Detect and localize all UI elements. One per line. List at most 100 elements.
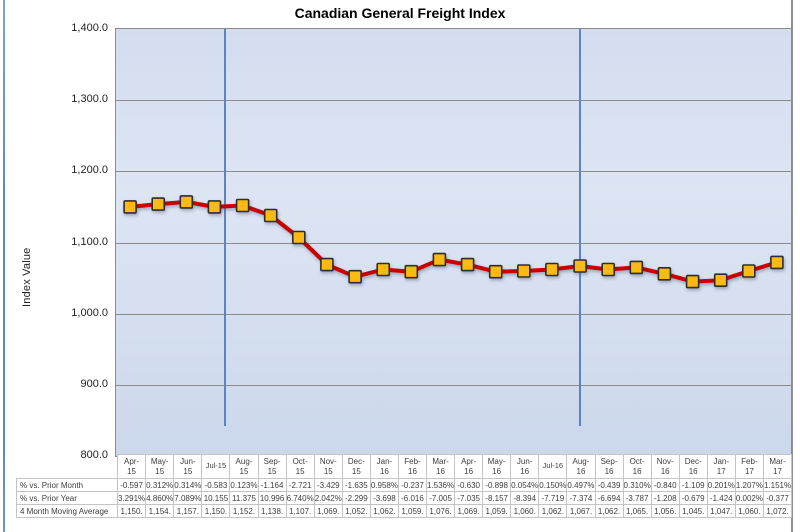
table-cell: -1.424 xyxy=(706,491,736,505)
data-point-marker xyxy=(432,252,447,267)
table-cell: -0.630 xyxy=(454,478,484,492)
table-cell: -3.698 xyxy=(369,491,399,505)
month-column-header: May- 16 xyxy=(482,454,512,479)
data-point-marker xyxy=(404,264,419,279)
table-corner-cell xyxy=(17,455,118,479)
data-point-marker xyxy=(292,230,306,245)
table-cell: 1,059. xyxy=(397,504,427,518)
table-cell: 0.201% xyxy=(706,478,736,492)
month-column-header: Jun- 15 xyxy=(173,454,203,479)
table-cell: 2.042% xyxy=(313,491,343,505)
month-column-header: Jan- 16 xyxy=(369,454,399,479)
month-column-header: Aug- 15 xyxy=(229,454,259,479)
table-cell: -8.394 xyxy=(510,491,540,505)
table-cell: 1,150. xyxy=(116,504,147,518)
chart-right-border xyxy=(791,0,793,532)
y-axis-tick-label: 800.0 xyxy=(80,449,108,461)
data-point-marker xyxy=(516,264,531,278)
table-cell: 10.996 xyxy=(257,491,287,505)
table-cell: 1,152. xyxy=(229,504,259,518)
chart-left-border xyxy=(3,0,5,532)
data-point-marker xyxy=(770,255,784,270)
table-cell: 1,150. xyxy=(201,504,231,518)
table-cell: 3.291% xyxy=(116,491,147,505)
table-cell: 1,059. xyxy=(482,504,512,518)
table-row-label: % vs. Prior Month xyxy=(16,478,118,492)
data-point-marker xyxy=(235,198,250,213)
table-cell: -3.787 xyxy=(622,491,652,505)
y-gridline xyxy=(116,171,791,173)
table-cell: 1,154. xyxy=(145,504,175,518)
data-point-marker xyxy=(629,260,644,275)
table-cell: -2.299 xyxy=(341,491,371,505)
y-axis-tick-label: 1,400.0 xyxy=(71,22,108,34)
data-point-marker xyxy=(545,262,559,277)
table-cell: -0.898 xyxy=(482,478,512,492)
table-cell: -0.377 xyxy=(762,491,793,505)
month-column-header: Apr- 15 xyxy=(116,454,147,479)
table-cell: -6.016 xyxy=(397,491,427,505)
data-point-marker xyxy=(601,262,616,277)
data-point-marker xyxy=(376,262,391,277)
table-cell: 1,062. xyxy=(538,504,568,518)
data-point-marker xyxy=(207,200,222,214)
table-cell: -6.694 xyxy=(594,491,624,505)
y-gridline xyxy=(116,313,791,315)
table-cell: 4.860% xyxy=(145,491,175,505)
table-cell: 1,047. xyxy=(706,504,736,518)
y-axis-tick-label: 1,300.0 xyxy=(71,93,108,106)
table-cell: 0.054% xyxy=(510,478,540,492)
table-cell: 1,060. xyxy=(510,504,540,518)
table-cell: 1,045. xyxy=(678,504,708,518)
table-cell: 0.314% xyxy=(173,478,203,492)
table-row-label: % vs. Prior Year xyxy=(16,491,118,505)
y-axis-tick-label: 900.0 xyxy=(80,377,108,390)
month-column-header: Feb- 16 xyxy=(397,454,427,479)
table-cell: 0.150% xyxy=(538,478,568,492)
data-point-marker xyxy=(151,197,166,211)
data-point-marker xyxy=(657,267,672,281)
table-cell: -0.439 xyxy=(594,478,624,492)
y-axis-tick-label: 1,200.0 xyxy=(71,164,108,177)
table-cell: 1,060. xyxy=(734,504,764,518)
table-cell: 1,062. xyxy=(369,504,399,518)
table-cell: 1,069. xyxy=(454,504,484,518)
y-gridline xyxy=(116,242,791,244)
table-cell: 1.207% xyxy=(734,478,764,492)
table-cell: 0.123% xyxy=(229,478,259,492)
table-cell: 1,052. xyxy=(341,504,371,518)
month-column-header: Aug- 16 xyxy=(566,454,596,479)
data-point-marker xyxy=(263,208,278,223)
month-column-header: Apr- 16 xyxy=(454,454,484,479)
table-cell: 1.536% xyxy=(425,478,456,492)
table-cell: 1,069. xyxy=(313,504,343,518)
table-cell: 1,076. xyxy=(425,504,456,518)
table-cell: 0.497% xyxy=(566,478,596,492)
y-axis-title: Index Value xyxy=(21,247,33,307)
table-cell: -8.157 xyxy=(482,491,512,505)
data-point-marker xyxy=(460,257,475,272)
table-cell: -0.237 xyxy=(397,478,427,492)
vertical-reference-line xyxy=(224,29,226,426)
table-cell: 1,062. xyxy=(594,504,624,518)
table-row-label: 4 Month Moving Average xyxy=(16,504,118,518)
month-column-header: Jun- 16 xyxy=(510,454,540,479)
data-table: Apr- 15 May- 15 Jun- 15 Jul-15 Aug- 15 Sep- 1… xyxy=(16,454,793,518)
table-cell: -7.035 xyxy=(454,491,484,505)
data-point-marker xyxy=(573,259,587,273)
month-column-header: Sep- 15 xyxy=(257,454,287,479)
plot-area xyxy=(115,28,792,457)
month-column-header: Jan- 17 xyxy=(706,454,736,479)
month-column-header: May- 15 xyxy=(145,454,175,479)
table-cell: -1.164 xyxy=(257,478,287,492)
table-cell: 1.151% xyxy=(762,478,793,492)
table-cell: -0.583 xyxy=(201,478,231,492)
table-cell: 1,138. xyxy=(257,504,287,518)
table-cell: 6.740% xyxy=(285,491,315,505)
table-cell: -7.719 xyxy=(538,491,568,505)
month-column-header: Nov- 15 xyxy=(313,454,343,479)
table-cell: -2.721 xyxy=(285,478,315,492)
table-cell: 1,157. xyxy=(173,504,203,518)
data-point-marker xyxy=(179,195,194,209)
